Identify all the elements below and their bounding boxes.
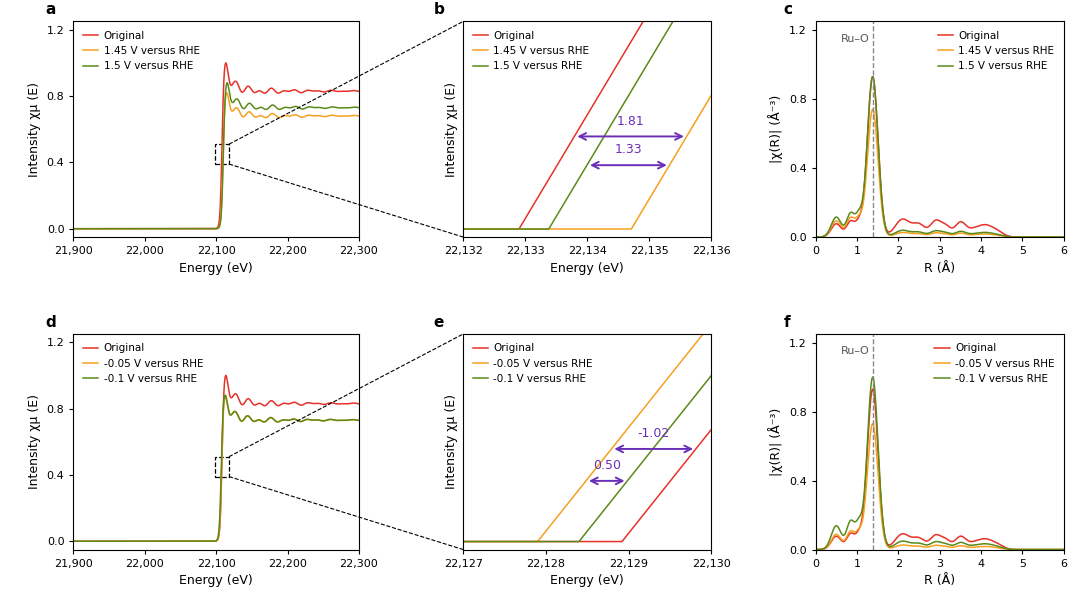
Legend: Original, 1.45 V versus RHE, 1.5 V versus RHE: Original, 1.45 V versus RHE, 1.5 V versu…: [79, 26, 204, 76]
Y-axis label: |χ(R)| (Å⁻³): |χ(R)| (Å⁻³): [768, 408, 783, 476]
Legend: Original, 1.45 V versus RHE, 1.5 V versus RHE: Original, 1.45 V versus RHE, 1.5 V versu…: [469, 26, 594, 76]
Legend: Original, 1.45 V versus RHE, 1.5 V versus RHE: Original, 1.45 V versus RHE, 1.5 V versu…: [933, 26, 1058, 76]
Y-axis label: Intensity χμ (E): Intensity χμ (E): [445, 394, 458, 489]
Bar: [215, 457, 229, 476]
Legend: Original, -0.05 V versus RHE, -0.1 V versus RHE: Original, -0.05 V versus RHE, -0.1 V ver…: [469, 339, 597, 388]
Text: 1.33: 1.33: [615, 144, 643, 157]
Text: 1.81: 1.81: [617, 115, 645, 128]
Text: Ru–O: Ru–O: [840, 346, 869, 356]
Text: d: d: [45, 315, 56, 330]
Y-axis label: |χ(R)| (Å⁻³): |χ(R)| (Å⁻³): [768, 95, 783, 163]
X-axis label: Energy (eV): Energy (eV): [551, 262, 624, 274]
Y-axis label: Intensity χμ (E): Intensity χμ (E): [28, 82, 41, 177]
X-axis label: R (Å): R (Å): [924, 574, 955, 587]
Y-axis label: Intensity χμ (E): Intensity χμ (E): [28, 394, 41, 489]
Text: b: b: [433, 2, 444, 17]
Text: Ru–O: Ru–O: [840, 34, 869, 44]
X-axis label: Energy (eV): Energy (eV): [551, 574, 624, 587]
Y-axis label: Intensity χμ (E): Intensity χμ (E): [445, 82, 458, 177]
X-axis label: Energy (eV): Energy (eV): [179, 574, 253, 587]
Text: f: f: [783, 315, 789, 330]
Bar: [215, 144, 229, 164]
Legend: Original, -0.05 V versus RHE, -0.1 V versus RHE: Original, -0.05 V versus RHE, -0.1 V ver…: [79, 339, 207, 388]
Text: e: e: [433, 315, 444, 330]
X-axis label: Energy (eV): Energy (eV): [179, 262, 253, 274]
Text: -1.02: -1.02: [637, 427, 670, 440]
Legend: Original, -0.05 V versus RHE, -0.1 V versus RHE: Original, -0.05 V versus RHE, -0.1 V ver…: [930, 339, 1058, 388]
Text: a: a: [45, 2, 55, 17]
Text: c: c: [783, 2, 793, 17]
X-axis label: R (Å): R (Å): [924, 262, 955, 274]
Text: 0.50: 0.50: [593, 459, 621, 472]
